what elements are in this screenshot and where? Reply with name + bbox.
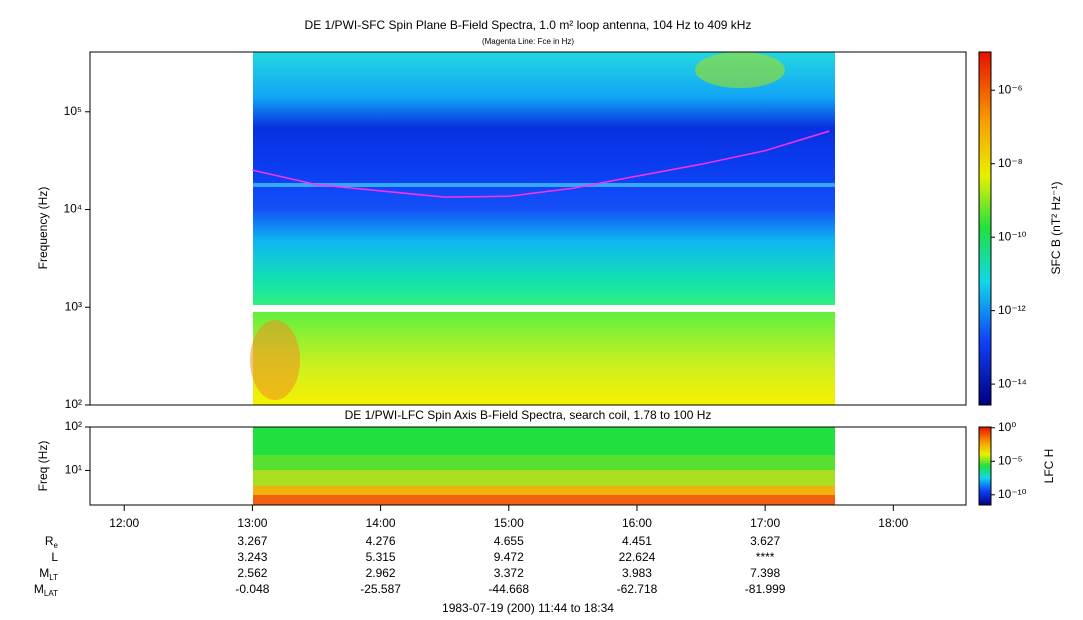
colorbar-tick-label: 10⁻⁶: [998, 82, 1023, 96]
panel-title: DE 1/PWI-LFC Spin Axis B-Field Spectra, …: [345, 408, 712, 422]
ephemeris-value: -0.048: [235, 582, 269, 596]
ephemeris-label: MLT: [39, 566, 58, 582]
ephemeris-value: 3.267: [237, 534, 267, 548]
x-tick-label: 17:00: [750, 516, 780, 530]
ephemeris-value: -44.668: [488, 582, 529, 596]
y-axis-label: Frequency (Hz): [36, 187, 50, 270]
colorbar-tick-label: 10⁻⁵: [998, 453, 1023, 467]
spectrogram: [250, 52, 991, 505]
ephemeris-label-main: L: [51, 550, 58, 564]
ephemeris-value: 3.983: [622, 566, 652, 580]
colorbar-tick-label: 10⁻¹⁰: [998, 229, 1027, 243]
x-tick-label: 14:00: [366, 516, 396, 530]
ephemeris-value: 4.451: [622, 534, 652, 548]
ephemeris-label-sub: LAT: [44, 589, 58, 598]
plot-frame: [89, 426, 967, 506]
x-tick-label: 16:00: [622, 516, 652, 530]
ephemeris-label-main: R: [45, 534, 54, 548]
ephemeris-value: 7.398: [750, 566, 780, 580]
colorbar-label: LFC H: [1042, 449, 1056, 484]
x-tick-label: 15:00: [494, 516, 524, 530]
ephemeris-value: 9.472: [494, 550, 524, 564]
colorbar-frame: [978, 426, 992, 506]
ephemeris-label-sub: e: [54, 541, 59, 550]
y-tick-label: 10²: [65, 419, 82, 433]
ephemeris-value: -62.718: [617, 582, 658, 596]
ephemeris-label: L: [51, 550, 58, 564]
ephemeris-value: -25.587: [360, 582, 401, 596]
ephemeris-label-sub: LT: [49, 573, 58, 582]
ephemeris-label: Re: [45, 534, 59, 550]
ephemeris-value: 3.627: [750, 534, 780, 548]
plot-frame: [89, 51, 967, 406]
ephemeris-value: 22.624: [619, 550, 656, 564]
footer: 1983-07-19 (200) 11:44 to 18:34: [442, 601, 614, 615]
y-tick-label: 10⁴: [63, 202, 82, 216]
colorbar-tick-label: 10⁻¹²: [998, 303, 1026, 317]
fce-line: [252, 130, 830, 198]
ephemeris-value: -81.999: [745, 582, 786, 596]
panel-subtitle: (Magenta Line: Fce in Hz): [482, 37, 574, 46]
y-tick-label: 10²: [65, 397, 82, 411]
y-axis-label: Freq (Hz): [36, 441, 50, 492]
y-tick-label: 10¹: [65, 463, 82, 477]
ephemeris-value: 4.655: [494, 534, 524, 548]
x-tick-label: 13:00: [237, 516, 267, 530]
y-tick-label: 10⁵: [64, 104, 82, 118]
colorbar-tick-label: 10⁻¹⁴: [998, 376, 1027, 390]
ephemeris-label: MLAT: [34, 582, 58, 598]
ephemeris-value: ****: [756, 550, 775, 564]
ephemeris-value: 5.315: [366, 550, 396, 564]
y-tick-label: 10³: [65, 299, 82, 313]
ephemeris-label-main: M: [34, 582, 44, 596]
x-tick-label: 12:00: [109, 516, 139, 530]
ephemeris-value: 3.243: [237, 550, 267, 564]
colorbar-tick-label: 10⁻⁸: [998, 156, 1023, 170]
colorbar-label: SFC B (nT² Hz⁻¹): [1049, 182, 1063, 275]
ephemeris-value: 4.276: [366, 534, 396, 548]
colorbar-frame: [978, 51, 992, 406]
ephemeris-value: 2.562: [237, 566, 267, 580]
colorbar-tick-label: 10⁻¹⁰: [998, 487, 1027, 501]
x-tick-label: 18:00: [878, 516, 908, 530]
colorbar-tick-label: 10⁰: [998, 420, 1016, 434]
ephemeris-value: 3.372: [494, 566, 524, 580]
panel-title: DE 1/PWI-SFC Spin Plane B-Field Spectra,…: [305, 18, 752, 32]
ephemeris-label-main: M: [39, 566, 49, 580]
ephemeris-value: 2.962: [366, 566, 396, 580]
